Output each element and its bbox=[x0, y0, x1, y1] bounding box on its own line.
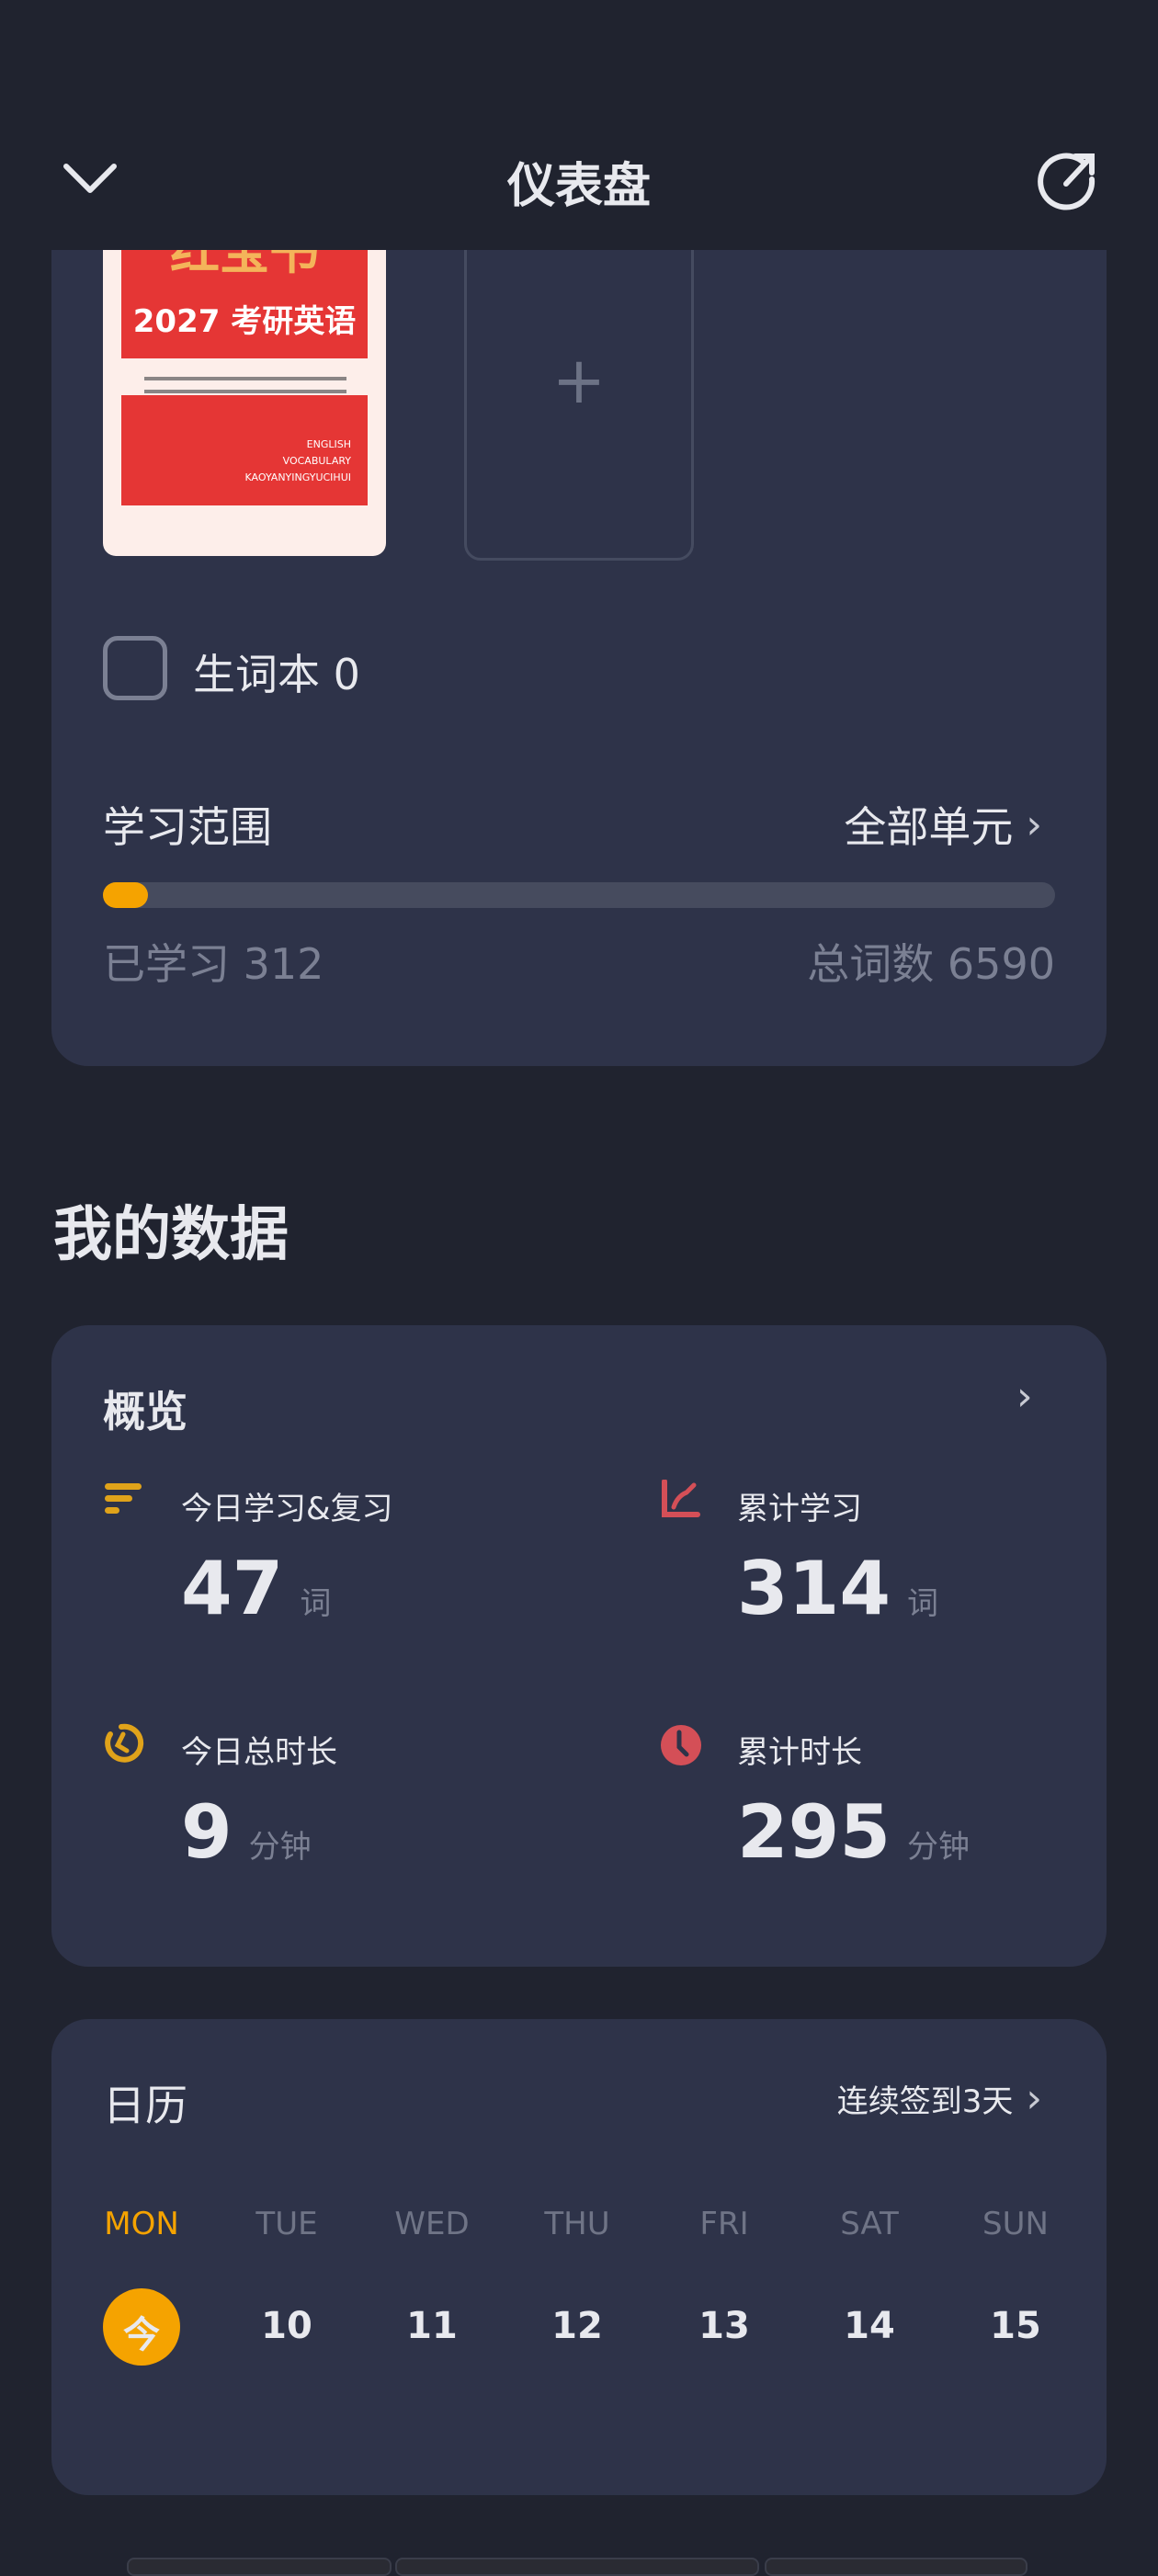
nav-bar-segment bbox=[765, 2558, 1027, 2576]
book-text: KAOYANYINGYUCIHUI bbox=[244, 471, 351, 483]
chevron-right-icon[interactable]: › bbox=[1016, 1373, 1033, 1420]
weekday-label: MON bbox=[104, 2206, 179, 2242]
book-text: VOCABULARY bbox=[282, 455, 351, 467]
calendar-date[interactable]: 13 bbox=[698, 2305, 750, 2347]
stat-label: 今日学习&复习 bbox=[181, 1491, 393, 1527]
weekday-label: THU bbox=[544, 2206, 610, 2242]
stat-label: 累计学习 bbox=[737, 1491, 862, 1527]
stat-unit: 分钟 bbox=[907, 1829, 970, 1866]
chevron-down-icon[interactable] bbox=[62, 161, 118, 198]
nav-bar-segment bbox=[127, 2558, 392, 2576]
chevron-right-icon: › bbox=[1026, 2075, 1042, 2122]
progress-bar bbox=[103, 882, 1055, 908]
stat-value: 9 bbox=[181, 1789, 233, 1875]
total-count: 总词数 6590 bbox=[807, 939, 1055, 989]
timer-icon bbox=[105, 1723, 144, 1763]
stat-value: 295 bbox=[737, 1789, 891, 1875]
share-icon[interactable] bbox=[1037, 147, 1101, 211]
range-value: 全部单元 bbox=[844, 802, 1014, 852]
section-title: 我的数据 bbox=[53, 1201, 289, 1269]
weekday-label: SAT bbox=[840, 2206, 899, 2242]
learned-count: 已学习 312 bbox=[103, 939, 324, 989]
calendar-date[interactable]: 10 bbox=[261, 2305, 312, 2347]
calendar-card[interactable] bbox=[51, 2019, 1107, 2495]
stat-unit: 词 bbox=[907, 1585, 938, 1622]
overview-title: 概览 bbox=[103, 1387, 187, 1436]
book-text: ENGLISH bbox=[306, 438, 351, 450]
stat-label: 累计时长 bbox=[737, 1734, 862, 1771]
clock-icon bbox=[661, 1725, 701, 1765]
stat-value: 314 bbox=[737, 1546, 891, 1631]
weekday-label: FRI bbox=[699, 2206, 749, 2242]
book-subtitle: 2027 考研英语 bbox=[132, 303, 357, 340]
nav-bar-segment bbox=[395, 2558, 759, 2576]
calendar-date[interactable]: 14 bbox=[844, 2305, 895, 2347]
line-chart-icon bbox=[662, 1480, 700, 1517]
progress-fill bbox=[103, 882, 148, 908]
list-icon bbox=[105, 1483, 142, 1514]
top-bar: 仪表盘 bbox=[0, 0, 1158, 250]
vocab-book-label: 生词本 0 bbox=[193, 650, 360, 699]
weekday-label: SUN bbox=[982, 2206, 1049, 2242]
add-book-button[interactable]: + bbox=[464, 211, 694, 561]
streak-link[interactable]: 连续签到3天 › bbox=[837, 2075, 1042, 2122]
range-label: 学习范围 bbox=[103, 802, 272, 852]
range-selector[interactable]: 全部单元 › bbox=[844, 794, 1042, 855]
calendar-date[interactable]: 12 bbox=[551, 2305, 603, 2347]
page-title: 仪表盘 bbox=[506, 159, 651, 214]
calendar-date[interactable]: 15 bbox=[990, 2305, 1041, 2347]
plus-icon: + bbox=[551, 343, 607, 418]
calendar-date[interactable]: 今 bbox=[123, 2314, 160, 2356]
calendar-title: 日历 bbox=[103, 2081, 187, 2130]
book-cover[interactable]: 红宝书 2027 考研英语 ENGLISH VOCABULARY KAOYANY… bbox=[103, 211, 386, 556]
stat-label: 今日总时长 bbox=[181, 1734, 337, 1771]
overview-card[interactable] bbox=[51, 1325, 1107, 1967]
weekday-label: WED bbox=[394, 2206, 470, 2242]
vocab-book-checkbox[interactable] bbox=[103, 636, 167, 700]
chevron-right-icon: › bbox=[1026, 800, 1042, 848]
stat-unit: 分钟 bbox=[248, 1829, 312, 1866]
calendar-date[interactable]: 11 bbox=[406, 2305, 458, 2347]
streak-text: 连续签到3天 bbox=[836, 2083, 1014, 2120]
stat-value: 47 bbox=[181, 1546, 284, 1631]
stat-unit: 词 bbox=[300, 1585, 332, 1622]
today-marker[interactable] bbox=[103, 2288, 180, 2366]
weekday-label: TUE bbox=[255, 2206, 318, 2242]
